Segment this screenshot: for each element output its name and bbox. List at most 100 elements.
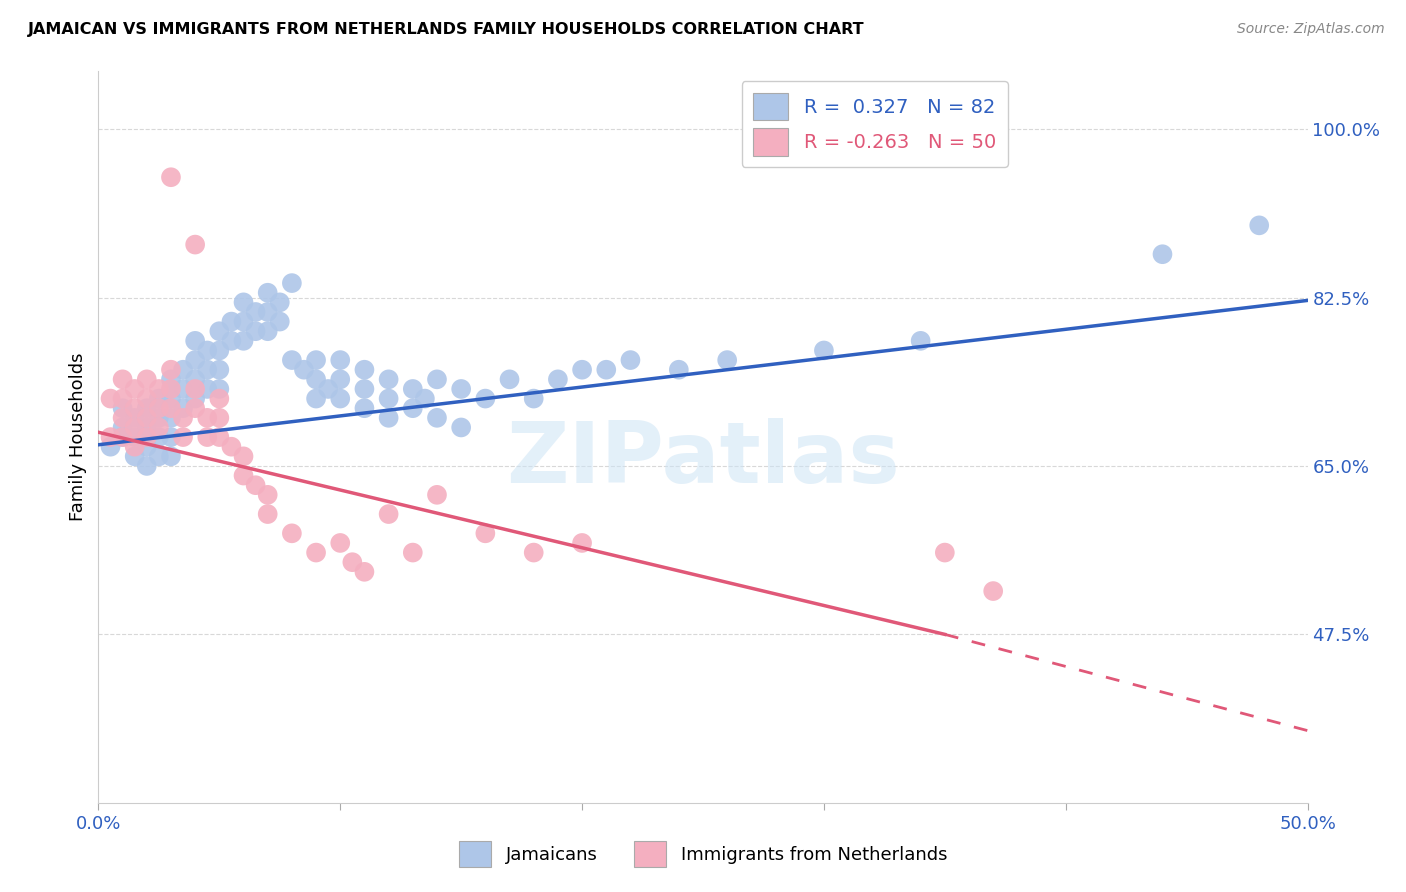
Point [111, 392, 134, 406]
Point [377, 507, 399, 521]
Point [148, 430, 170, 444]
Point [353, 565, 375, 579]
Point [172, 410, 194, 425]
Point [377, 372, 399, 386]
Point [523, 392, 546, 406]
Point [256, 285, 278, 300]
Point [377, 392, 399, 406]
Point [100, 440, 122, 454]
Point [124, 440, 146, 454]
Point [135, 458, 157, 473]
Point [172, 382, 194, 396]
Point [342, 555, 364, 569]
Point [256, 324, 278, 338]
Point [208, 324, 231, 338]
Point [195, 382, 218, 396]
Point [208, 382, 231, 396]
Point [148, 401, 170, 416]
Point [474, 392, 496, 406]
Point [413, 392, 436, 406]
Point [571, 536, 593, 550]
Point [172, 430, 194, 444]
Point [111, 430, 134, 444]
Point [232, 334, 254, 348]
Point [208, 410, 231, 425]
Point [208, 430, 231, 444]
Point [245, 305, 267, 319]
Point [221, 440, 243, 454]
Point [135, 392, 157, 406]
Point [981, 584, 1004, 599]
Text: Source: ZipAtlas.com: Source: ZipAtlas.com [1237, 22, 1385, 37]
Point [135, 420, 157, 434]
Y-axis label: Family Households: Family Households [69, 353, 87, 521]
Point [208, 343, 231, 358]
Point [232, 468, 254, 483]
Point [256, 488, 278, 502]
Point [184, 237, 207, 252]
Point [148, 392, 170, 406]
Point [245, 324, 267, 338]
Point [305, 392, 328, 406]
Point [124, 401, 146, 416]
Point [208, 392, 231, 406]
Point [281, 276, 304, 290]
Point [668, 362, 690, 376]
Point [160, 362, 183, 376]
Point [100, 392, 122, 406]
Point [305, 545, 328, 559]
Point [208, 362, 231, 376]
Point [184, 392, 207, 406]
Point [426, 488, 449, 502]
Point [160, 450, 183, 464]
Point [124, 450, 146, 464]
Point [221, 315, 243, 329]
Point [232, 295, 254, 310]
Point [269, 295, 291, 310]
Point [474, 526, 496, 541]
Point [135, 440, 157, 454]
Point [329, 392, 352, 406]
Point [281, 353, 304, 368]
Point [232, 450, 254, 464]
Point [195, 343, 218, 358]
Point [595, 362, 617, 376]
Point [426, 410, 449, 425]
Point [184, 372, 207, 386]
Point [160, 372, 183, 386]
Point [547, 372, 569, 386]
Point [195, 430, 218, 444]
Point [184, 382, 207, 396]
Point [353, 362, 375, 376]
Point [195, 362, 218, 376]
Point [353, 382, 375, 396]
Point [329, 372, 352, 386]
Point [160, 392, 183, 406]
Point [716, 353, 738, 368]
Point [305, 353, 328, 368]
Point [269, 315, 291, 329]
Point [111, 420, 134, 434]
Point [377, 410, 399, 425]
Legend: R =  0.327   N = 82, R = -0.263   N = 50: R = 0.327 N = 82, R = -0.263 N = 50 [741, 81, 1008, 167]
Point [172, 362, 194, 376]
Point [184, 353, 207, 368]
Point [571, 362, 593, 376]
Point [148, 382, 170, 396]
Point [148, 410, 170, 425]
Point [450, 420, 472, 434]
Point [172, 401, 194, 416]
Point [160, 410, 183, 425]
Point [195, 410, 218, 425]
Point [450, 382, 472, 396]
Point [111, 372, 134, 386]
Point [619, 353, 641, 368]
Point [305, 372, 328, 386]
Point [184, 401, 207, 416]
Point [160, 170, 183, 185]
Text: JAMAICAN VS IMMIGRANTS FROM NETHERLANDS FAMILY HOUSEHOLDS CORRELATION CHART: JAMAICAN VS IMMIGRANTS FROM NETHERLANDS … [28, 22, 865, 37]
Point [148, 450, 170, 464]
Point [934, 545, 956, 559]
Point [135, 401, 157, 416]
Point [498, 372, 520, 386]
